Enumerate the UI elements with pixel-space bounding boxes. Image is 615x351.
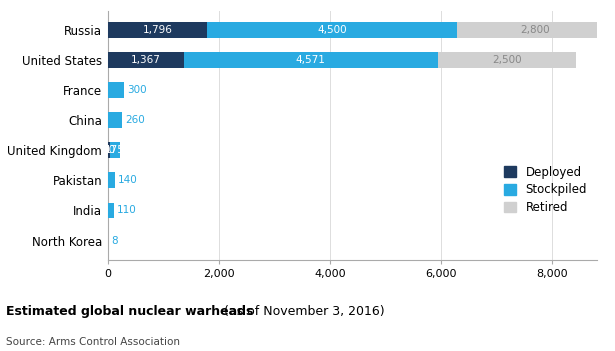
Bar bbox=[108, 22, 207, 38]
Text: 40: 40 bbox=[102, 145, 115, 155]
Bar bbox=[108, 22, 613, 38]
Text: 1,367: 1,367 bbox=[130, 55, 161, 65]
Bar bbox=[108, 172, 116, 188]
Bar bbox=[108, 52, 437, 68]
Bar bbox=[108, 52, 576, 68]
Bar bbox=[108, 112, 122, 128]
Text: (as of November 3, 2016): (as of November 3, 2016) bbox=[220, 305, 385, 318]
Bar bbox=[108, 143, 119, 158]
Text: 110: 110 bbox=[116, 205, 137, 216]
Bar bbox=[108, 82, 124, 98]
Bar bbox=[108, 22, 458, 38]
Text: Source: Arms Control Association: Source: Arms Control Association bbox=[6, 337, 180, 347]
Text: 4,571: 4,571 bbox=[296, 55, 325, 65]
Bar bbox=[108, 52, 183, 68]
Text: 140: 140 bbox=[118, 176, 138, 185]
Text: 1,796: 1,796 bbox=[143, 25, 172, 35]
Bar bbox=[108, 203, 114, 218]
Text: Estimated global nuclear warheads: Estimated global nuclear warheads bbox=[6, 305, 253, 318]
Text: 8: 8 bbox=[111, 236, 117, 246]
Bar bbox=[108, 143, 110, 158]
Text: 175: 175 bbox=[105, 145, 125, 155]
Text: 2,800: 2,800 bbox=[520, 25, 550, 35]
Text: 260: 260 bbox=[125, 115, 145, 125]
Legend: Deployed, Stockpiled, Retired: Deployed, Stockpiled, Retired bbox=[501, 162, 590, 218]
Text: 4,500: 4,500 bbox=[317, 25, 347, 35]
Text: 300: 300 bbox=[127, 85, 147, 95]
Text: 2,500: 2,500 bbox=[492, 55, 522, 65]
